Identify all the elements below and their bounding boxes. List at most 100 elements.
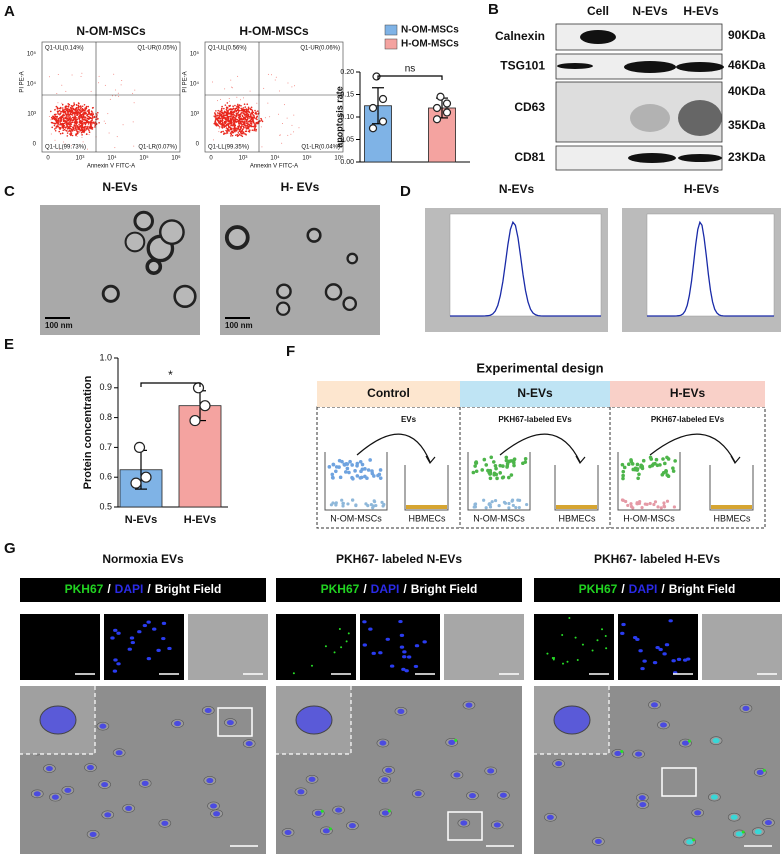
nucleus (655, 645, 660, 650)
cell-event (250, 125, 253, 128)
data-point (192, 382, 205, 394)
cell-event (65, 105, 67, 107)
cell (354, 503, 358, 507)
cell-event (87, 116, 89, 118)
cell-event (65, 129, 67, 132)
cell-event (256, 110, 259, 112)
cell-event (242, 107, 245, 109)
cell-event (243, 122, 246, 124)
nucleus (206, 777, 214, 784)
y-tick-label: 10³ (27, 112, 36, 118)
cell-event (252, 120, 254, 122)
significance-bracket (377, 75, 443, 80)
cell-event (91, 110, 93, 112)
nucleus (381, 810, 389, 816)
cell-event (240, 107, 242, 110)
cell-event (240, 99, 242, 101)
ev-signal (551, 657, 554, 660)
quadrant-label: Q1-UR(0.05%) (137, 46, 177, 52)
nucleus (422, 640, 427, 644)
cell-event (88, 131, 91, 134)
tem-image (220, 205, 380, 335)
cell-event (82, 122, 84, 125)
ev-dot (489, 455, 494, 460)
cell-event (221, 121, 224, 124)
cell-event (230, 113, 232, 115)
nucleus (614, 750, 622, 757)
cell-event (229, 115, 232, 117)
nucleus (639, 801, 647, 808)
cell-event (79, 113, 81, 116)
transfer-arrow (649, 433, 736, 463)
cell-event (87, 109, 90, 111)
size-curve (647, 220, 774, 317)
ev-dot (342, 462, 347, 467)
nucleus (642, 659, 647, 663)
cell-event (269, 116, 271, 118)
cell-event (56, 106, 59, 109)
cell (380, 500, 384, 504)
quadrant-label: Q1-LR(0.04%) (301, 145, 340, 151)
cell-event (233, 122, 235, 124)
cell-event (220, 126, 222, 128)
cell-event (244, 116, 246, 119)
cell-event (247, 123, 249, 126)
cell-event (235, 118, 237, 120)
data-point (432, 103, 442, 113)
cell-event (57, 74, 59, 76)
cell-event (246, 119, 248, 121)
cell (473, 505, 478, 509)
cell-event (244, 118, 247, 121)
group-name: N-EVs (517, 386, 553, 400)
cell-event (61, 103, 64, 106)
cell-event (81, 134, 83, 136)
nucleus (402, 650, 407, 654)
y-tick-label: 0.05 (340, 136, 354, 143)
cell-event (254, 125, 257, 128)
cell-event (91, 122, 93, 125)
data-point (368, 103, 378, 113)
cell-event (85, 125, 87, 128)
cell-event (234, 109, 236, 112)
nucleus (362, 643, 368, 647)
cell-event (86, 114, 88, 117)
well (404, 465, 449, 511)
nucleus (594, 838, 602, 845)
ev-dot (621, 469, 626, 474)
vesicle (324, 283, 343, 301)
cell-event (67, 126, 69, 129)
cell-event (61, 116, 64, 119)
cell-event (59, 122, 62, 124)
zoom-box (661, 767, 697, 797)
cell-event (248, 117, 251, 119)
ev-dot (473, 460, 478, 465)
cell-event (92, 116, 94, 119)
channel-name: Bright Field (669, 582, 736, 596)
arrow-head (730, 455, 741, 465)
channel-name: / (403, 582, 407, 596)
ev-dot (626, 462, 631, 467)
transfer-arrow (499, 433, 581, 463)
cell-event (234, 127, 237, 129)
significance-label: * (168, 368, 173, 382)
ev-dot (671, 466, 675, 470)
cell-event (214, 120, 217, 123)
nucleus (546, 814, 554, 820)
blot-smear (678, 100, 722, 136)
nucleus (125, 805, 133, 811)
well (554, 465, 599, 511)
cell-event (238, 105, 240, 107)
y-tick-label: 10³ (190, 112, 199, 118)
x-tick-label: 10³ (76, 156, 85, 162)
nucleus (104, 812, 112, 818)
cell-event (249, 113, 252, 115)
cell-event (260, 120, 262, 122)
protein-label: TSG101 (500, 59, 545, 73)
ev-dot (351, 477, 355, 481)
y-tick-label: 0.9 (99, 382, 112, 392)
cell-event (218, 116, 221, 118)
vesicle (145, 258, 163, 275)
nucleus (499, 792, 507, 798)
nucleus (686, 839, 694, 845)
cell-event (53, 124, 56, 127)
